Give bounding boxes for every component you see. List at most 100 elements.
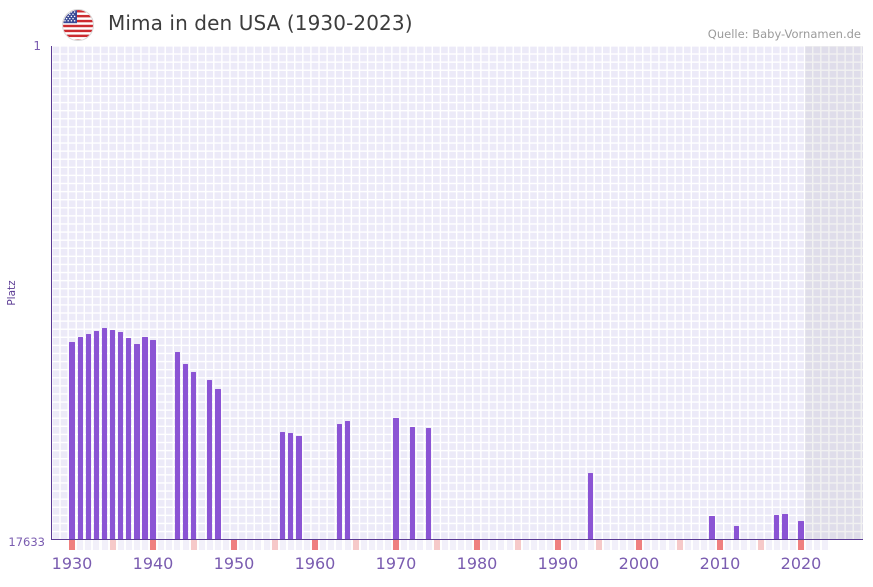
x-tick-marker-2013 [741,540,748,550]
x-tick-label-2010: 2010 [699,554,741,573]
bar-1940[interactable] [150,340,156,540]
x-tick-marker-1956 [279,540,286,550]
x-tick-label-1980: 1980 [456,554,498,573]
bar-2012[interactable] [733,526,739,540]
x-tick-marker-1988 [538,540,545,550]
x-tick-marker-1946 [198,540,205,550]
bar-1933[interactable] [93,331,100,540]
x-tick-marker-1959 [304,540,310,550]
bar-1943[interactable] [174,352,181,540]
x-tick-marker-2007 [692,540,699,550]
x-tick-marker-1977 [449,540,456,550]
bar-1931[interactable] [77,337,83,540]
x-tick-marker-1991 [563,540,570,550]
x-tick-marker-2009 [709,540,715,550]
bar-1936[interactable] [118,332,124,540]
x-tick-marker-2004 [668,540,675,550]
x-tick-marker-1963 [336,540,343,550]
bar-1939[interactable] [142,337,148,540]
x-tick-marker-1948 [214,540,221,550]
bar-1948[interactable] [215,389,221,540]
x-tick-marker-1954 [263,540,270,550]
bar-1930[interactable] [69,342,75,540]
x-tick-marker-1931 [77,540,84,550]
bar-2009[interactable] [709,516,715,540]
bar-1935[interactable] [109,330,116,540]
bar-1937[interactable] [126,338,132,540]
x-tick-marker-2011 [725,540,732,550]
x-tick-marker-1996 [603,540,610,550]
x-tick-marker-1968 [376,540,383,550]
x-tick-marker-1974 [425,540,432,550]
bar-1938[interactable] [134,344,140,540]
x-tick-marker-1950 [231,540,238,550]
x-tick-marker-2012 [733,540,740,550]
x-tick-marker-1934 [101,540,108,550]
x-tick-marker-1932 [85,540,92,550]
x-tick-marker-1953 [255,540,262,550]
bar-1957[interactable] [288,433,294,540]
x-tick-marker-1962 [328,540,335,550]
x-tick-marker-2010 [717,540,724,550]
x-tick-marker-1997 [611,540,618,550]
x-tick-marker-2014 [749,540,756,550]
bar-1947[interactable] [207,380,213,540]
x-tick-marker-1947 [206,540,213,550]
x-tick-label-1950: 1950 [213,554,255,573]
x-tick-marker-1990 [555,540,562,550]
x-tick-marker-1961 [320,540,327,550]
bar-2018[interactable] [782,514,788,540]
bar-2017[interactable] [774,515,780,540]
x-tick-marker-2022 [814,540,821,550]
bar-1970[interactable] [393,418,399,540]
x-tick-label-1960: 1960 [294,554,336,573]
x-tick-marker-2008 [700,540,707,550]
x-tick-marker-2023 [822,540,829,550]
x-tick-label-1990: 1990 [537,554,579,573]
x-tick-marker-2019 [790,540,796,550]
bar-1934[interactable] [101,328,108,540]
bar-1932[interactable] [85,334,91,540]
x-tick-marker-1979 [466,540,472,550]
bar-1956[interactable] [280,432,286,540]
x-tick-marker-1981 [482,540,489,550]
x-tick-marker-1933 [93,540,100,550]
x-tick-marker-1960 [312,540,319,550]
bar-1964[interactable] [344,421,351,540]
x-tick-marker-2006 [684,540,691,550]
x-tick-marker-1992 [571,540,578,550]
plot-area [52,46,863,540]
y-axis-title: Platz [6,280,18,306]
bar-1944[interactable] [182,364,189,540]
x-tick-marker-1935 [109,540,116,550]
x-tick-marker-1993 [579,540,586,550]
x-tick-marker-1958 [295,540,302,550]
source-credit: Quelle: Baby-Vornamen.de [707,27,861,41]
x-tick-marker-1972 [409,540,416,550]
x-tick-marker-1976 [441,540,448,550]
x-tick-marker-2005 [676,540,683,550]
x-tick-marker-1930 [69,540,76,550]
x-tick-marker-1955 [271,540,278,550]
us-flag-icon [62,9,94,41]
x-tick-marker-1937 [125,540,132,550]
bar-1963[interactable] [336,424,343,540]
bar-1945[interactable] [190,372,197,540]
x-tick-marker-1985 [514,540,521,550]
bar-1974[interactable] [425,428,432,540]
x-tick-marker-1999 [628,540,634,550]
x-tick-marker-1975 [433,540,440,550]
x-tick-marker-1939 [142,540,148,550]
bar-1958[interactable] [296,436,302,540]
bar-1972[interactable] [409,427,415,540]
x-tick-marker-2021 [806,540,813,550]
x-tick-marker-1942 [166,540,173,550]
x-tick-marker-1969 [385,540,391,550]
bar-2020[interactable] [798,521,804,540]
x-tick-marker-1940 [150,540,157,550]
x-tick-marker-strip [52,540,863,550]
x-tick-marker-1966 [360,540,367,550]
x-tick-marker-2018 [781,540,788,550]
x-tick-marker-1941 [158,540,165,550]
bar-1994[interactable] [587,473,594,540]
